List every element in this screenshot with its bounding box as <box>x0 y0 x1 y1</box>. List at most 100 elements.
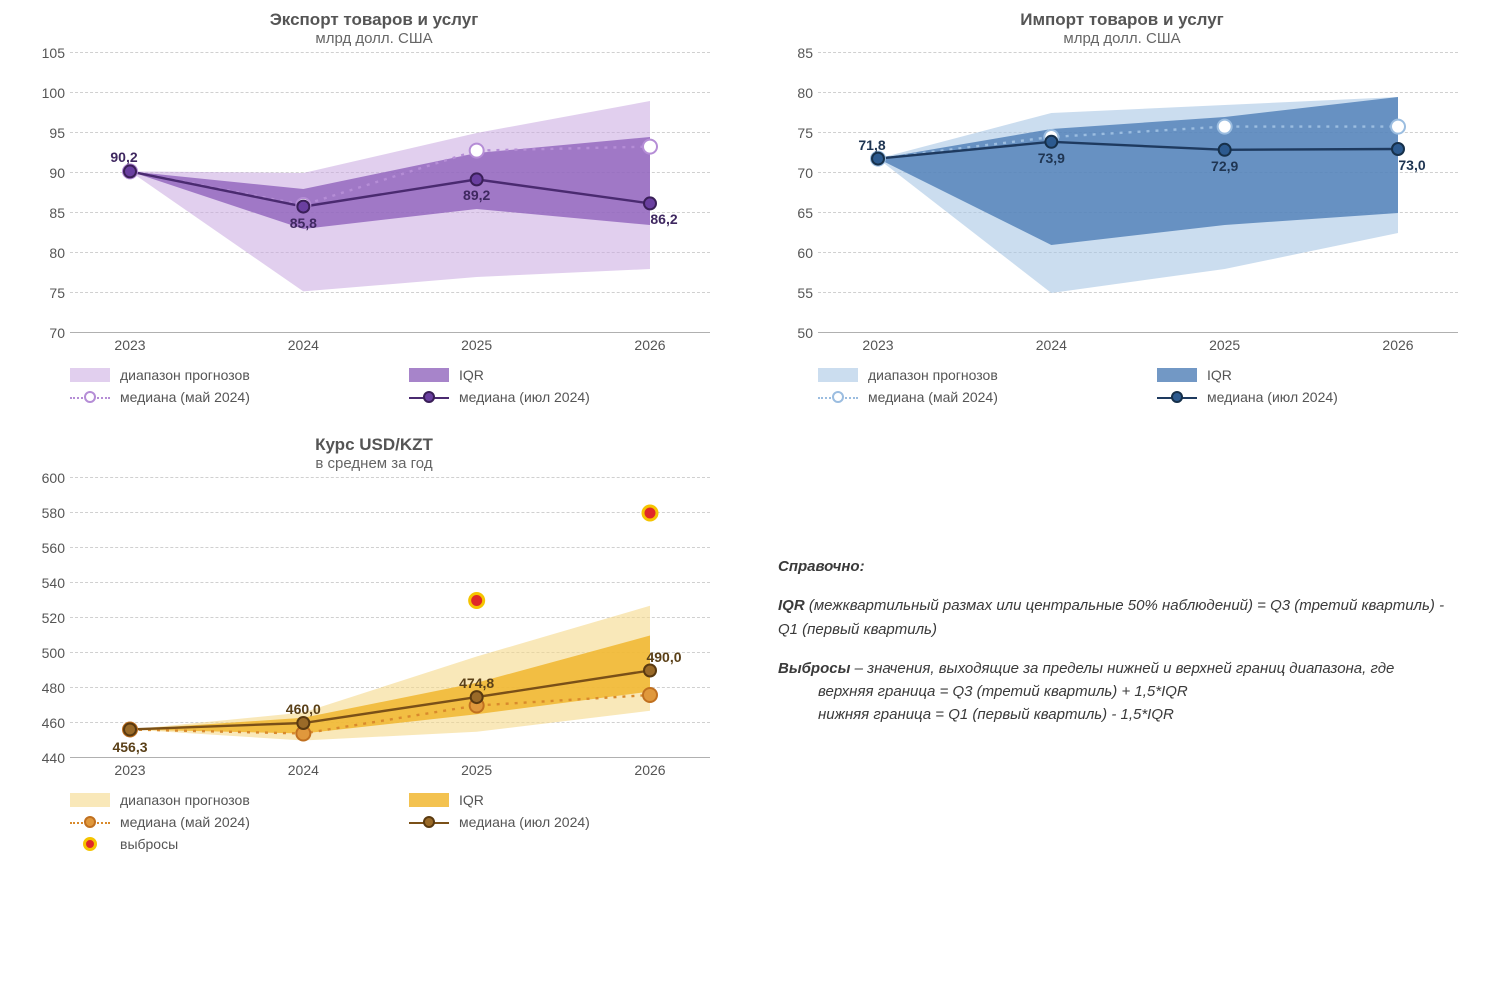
x-tick-label: 2026 <box>1382 337 1413 353</box>
y-tick-label: 105 <box>20 45 65 61</box>
legend-swatch-icon <box>818 390 858 404</box>
median-prev-marker <box>643 688 657 702</box>
chart-panel-import: Импорт товаров и услугмлрд долл. США5055… <box>768 10 1476 405</box>
legend-swatch-icon <box>70 368 110 382</box>
info-outliers: Выбросы – значения, выходящие за пределы… <box>778 657 1446 727</box>
chart-subtitle: млрд долл. США <box>768 30 1476 47</box>
y-axis: 440460480500520540560580600 <box>20 478 65 758</box>
median-curr-marker <box>644 197 656 209</box>
plot-area: 707580859095100105202320242025202690,285… <box>70 53 710 333</box>
median-curr-marker <box>1392 143 1404 155</box>
y-tick-label: 80 <box>20 245 65 261</box>
x-tick-label: 2023 <box>114 762 145 778</box>
svg-layer <box>70 478 710 758</box>
legend: диапазон прогнозов IQR медиана (май 2024) м… <box>70 792 728 852</box>
legend: диапазон прогнозов IQR медиана (май 2024) м… <box>818 367 1476 405</box>
x-tick-label: 2025 <box>461 762 492 778</box>
legend-item: медиана (май 2024) <box>818 389 1137 405</box>
data-label: 456,3 <box>112 739 147 755</box>
legend-swatch-icon <box>1157 390 1197 404</box>
y-tick-label: 85 <box>768 45 813 61</box>
legend-label: IQR <box>1207 367 1232 383</box>
legend-label: IQR <box>459 792 484 808</box>
legend-swatch-icon <box>70 793 110 807</box>
legend-label: диапазон прогнозов <box>120 367 250 383</box>
legend-swatch-icon <box>70 837 110 851</box>
y-tick-label: 90 <box>20 165 65 181</box>
x-tick-label: 2023 <box>862 337 893 353</box>
median-prev-marker <box>1218 120 1232 134</box>
chart-title: Курс USD/KZT <box>20 435 728 455</box>
data-label: 460,0 <box>286 701 321 717</box>
chart-subtitle: млрд долл. США <box>20 30 728 47</box>
data-label: 71,8 <box>858 137 885 153</box>
legend-swatch-icon <box>409 368 449 382</box>
data-label: 73,0 <box>1398 157 1425 173</box>
legend-swatch-icon <box>818 368 858 382</box>
data-label: 89,2 <box>463 187 490 203</box>
x-tick-label: 2023 <box>114 337 145 353</box>
legend-swatch-icon <box>70 390 110 404</box>
outlier-marker <box>643 506 657 520</box>
data-label: 73,9 <box>1038 150 1065 166</box>
y-tick-label: 480 <box>20 680 65 696</box>
legend-item: медиана (май 2024) <box>70 814 389 830</box>
plot-area: 4404604805005205405605806002023202420252… <box>70 478 710 758</box>
info-panel: Справочно:IQR (межквартильный размах или… <box>768 435 1476 852</box>
data-label: 86,2 <box>650 211 677 227</box>
median-curr-marker <box>1045 136 1057 148</box>
legend-swatch-icon <box>70 815 110 829</box>
y-tick-label: 520 <box>20 610 65 626</box>
x-axis: 2023 2024 2025 2026 <box>70 337 710 361</box>
y-tick-label: 75 <box>20 285 65 301</box>
data-label: 85,8 <box>290 215 317 231</box>
svg-layer <box>70 53 710 333</box>
chart-panel-usdkzt: Курс USD/KZTв среднем за год 440460480500… <box>20 435 728 852</box>
y-tick-label: 95 <box>20 125 65 141</box>
y-tick-label: 440 <box>20 750 65 766</box>
y-tick-label: 85 <box>20 205 65 221</box>
svg-layer <box>818 53 1458 333</box>
legend: диапазон прогнозов IQR медиана (май 2024) м… <box>70 367 728 405</box>
legend-item: IQR <box>409 367 728 383</box>
chart-title: Экспорт товаров и услуг <box>20 10 728 30</box>
data-label: 490,0 <box>646 649 681 665</box>
x-axis: 2023202420252026 <box>818 337 1458 361</box>
x-tick-label: 2026 <box>634 762 665 778</box>
legend-label: медиана (июл 2024) <box>459 814 590 830</box>
median-prev-marker <box>1391 120 1405 134</box>
x-tick-label: 2026 <box>634 337 665 353</box>
chart-panel-export: Экспорт товаров и услугмлрд долл. США 707… <box>20 10 728 405</box>
y-tick-label: 65 <box>768 205 813 221</box>
legend-item: медиана (июл 2024) <box>409 814 728 830</box>
median-curr-marker <box>872 153 884 165</box>
legend-swatch-icon <box>409 815 449 829</box>
legend-label: IQR <box>459 367 484 383</box>
legend-label: выбросы <box>120 836 178 852</box>
chart-subtitle: в среднем за год <box>20 455 728 472</box>
median-curr-marker <box>124 723 136 735</box>
y-tick-label: 540 <box>20 575 65 591</box>
y-tick-label: 580 <box>20 505 65 521</box>
legend-label: медиана (май 2024) <box>120 814 250 830</box>
data-label: 72,9 <box>1211 158 1238 174</box>
legend-item: диапазон прогнозов <box>818 367 1137 383</box>
data-label: 474,8 <box>459 675 494 691</box>
legend-label: медиана (июл 2024) <box>1207 389 1338 405</box>
y-tick-label: 100 <box>20 85 65 101</box>
median-curr-marker <box>471 173 483 185</box>
x-tick-label: 2025 <box>461 337 492 353</box>
y-axis: 5055606570758085 <box>768 53 813 333</box>
x-axis: 2023202420252026 <box>70 762 710 786</box>
legend-item: медиана (июл 2024) <box>1157 389 1476 405</box>
y-tick-label: 55 <box>768 285 813 301</box>
legend-item: выбросы <box>70 836 389 852</box>
legend-item: медиана (май 2024) <box>70 389 389 405</box>
legend-swatch-icon <box>1157 368 1197 382</box>
median-curr-marker <box>1219 144 1231 156</box>
legend-label: медиана (май 2024) <box>120 389 250 405</box>
legend-label: диапазон прогнозов <box>120 792 250 808</box>
x-tick-label: 2024 <box>288 337 319 353</box>
legend-item: диапазон прогнозов <box>70 367 389 383</box>
legend-label: медиана (июл 2024) <box>459 389 590 405</box>
